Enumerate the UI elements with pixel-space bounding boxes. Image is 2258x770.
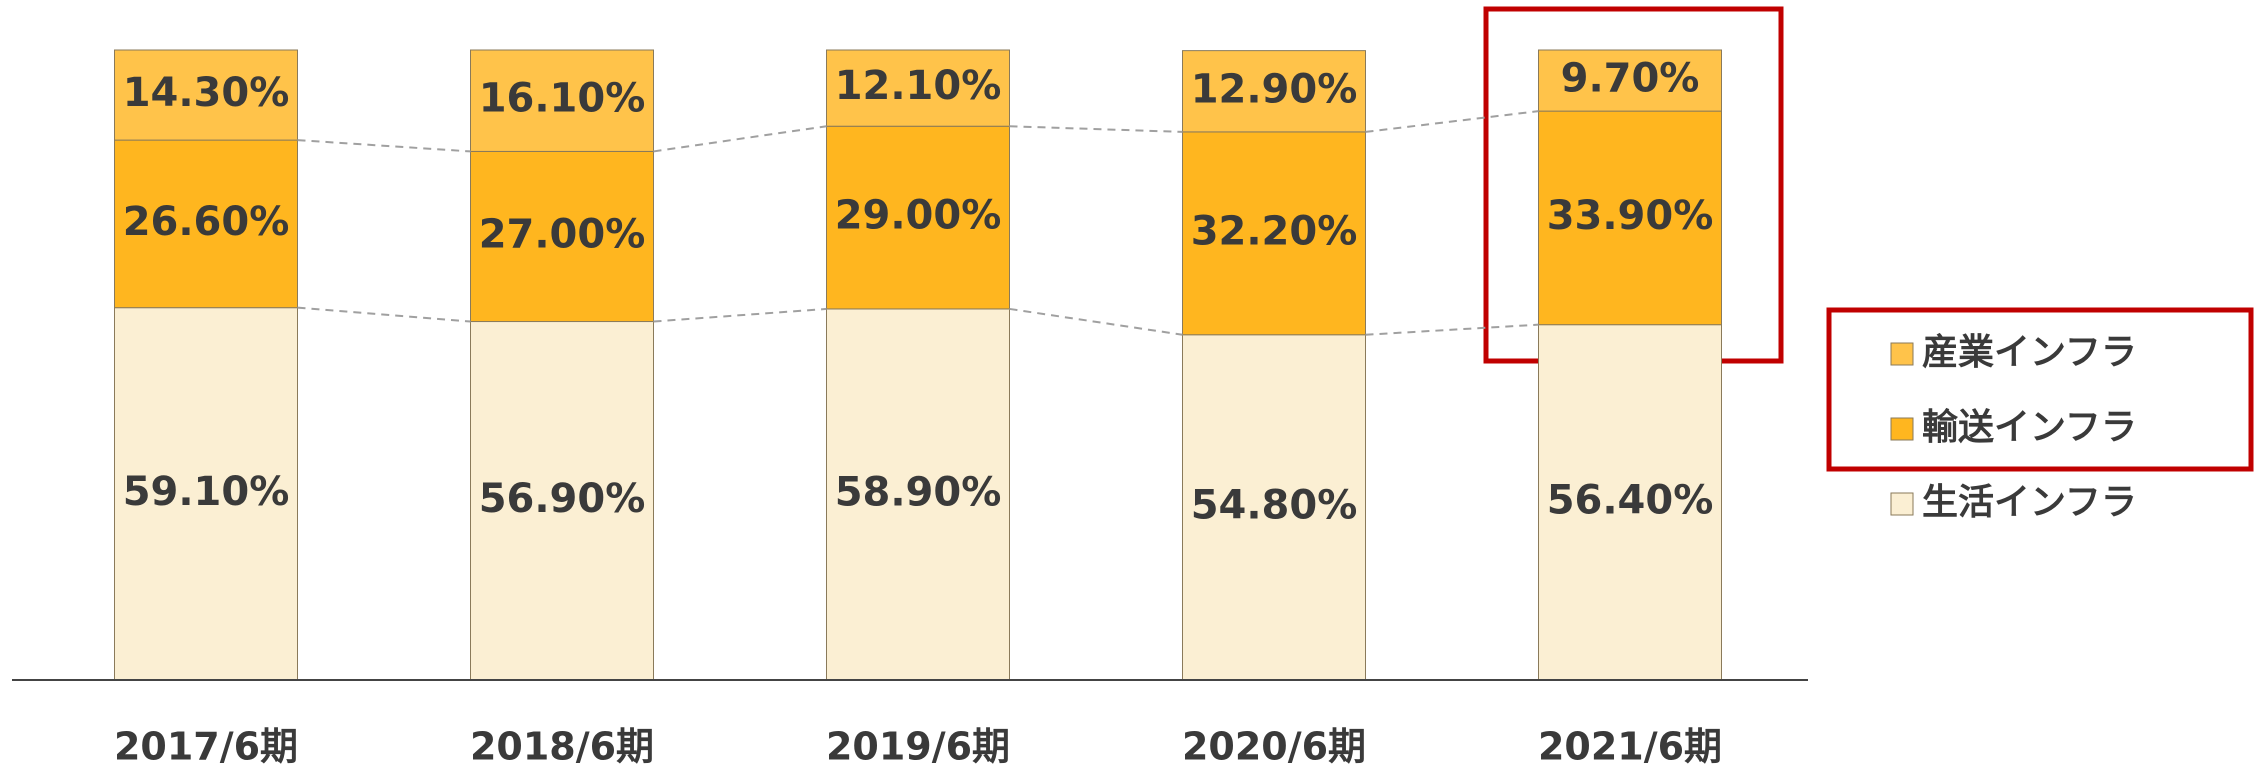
bar-segment [1538, 49, 1722, 112]
legend-label: 生活インフラ [1922, 482, 2137, 523]
bar-segment [114, 139, 298, 309]
connector-line [297, 306, 471, 323]
connector-line [1009, 125, 1183, 133]
data-label: 56.40% [1547, 477, 1714, 523]
bar-segment [826, 308, 1010, 681]
data-label: 12.10% [835, 63, 1002, 109]
x-tick-label: 2019/6期 [826, 725, 1010, 769]
x-tick-label: 2018/6期 [470, 725, 654, 769]
data-label: 32.20% [1191, 208, 1358, 254]
bar-segment [114, 307, 298, 681]
data-label: 29.00% [835, 193, 1002, 239]
bar-segment [1182, 334, 1366, 681]
bar-segment [470, 49, 654, 152]
x-tick-label: 2021/6期 [1538, 725, 1722, 769]
data-label: 9.70% [1561, 56, 1700, 102]
x-tick-label: 2017/6期 [114, 725, 298, 769]
data-label: 59.10% [123, 469, 290, 515]
bar-segment [470, 321, 654, 681]
bar-segment [826, 125, 1010, 310]
data-label: 26.60% [123, 199, 290, 245]
connector-line [297, 139, 471, 153]
data-label: 54.80% [1191, 482, 1358, 528]
bar-segment [1182, 131, 1366, 336]
connector-line [653, 307, 827, 323]
legend-highlight-box [1826, 307, 2254, 472]
bar-segment [470, 150, 654, 323]
data-label: 56.90% [479, 476, 646, 522]
bar-segment [114, 49, 298, 141]
data-label: 16.10% [479, 76, 646, 122]
connector-line [653, 125, 827, 153]
connector-line [1365, 110, 1539, 133]
data-label: 12.90% [1191, 66, 1358, 112]
bar-segment [826, 49, 1010, 127]
legend-swatch [1890, 342, 1914, 366]
bar-segment [1538, 110, 1722, 326]
legend-label: 輸送インフラ [1922, 407, 2137, 448]
legend-swatch [1890, 492, 1914, 516]
connector-line [1365, 323, 1539, 336]
data-label: 58.90% [835, 469, 1002, 515]
data-label: 14.30% [123, 70, 290, 116]
bar-segment [1182, 50, 1366, 133]
bar-segment [1538, 324, 1722, 681]
legend-label: 産業インフラ [1922, 332, 2137, 373]
legend-swatch [1890, 417, 1914, 441]
connector-line [1009, 307, 1183, 336]
x-tick-label: 2020/6期 [1182, 725, 1366, 769]
data-label: 33.90% [1547, 193, 1714, 239]
data-label: 27.00% [479, 211, 646, 257]
